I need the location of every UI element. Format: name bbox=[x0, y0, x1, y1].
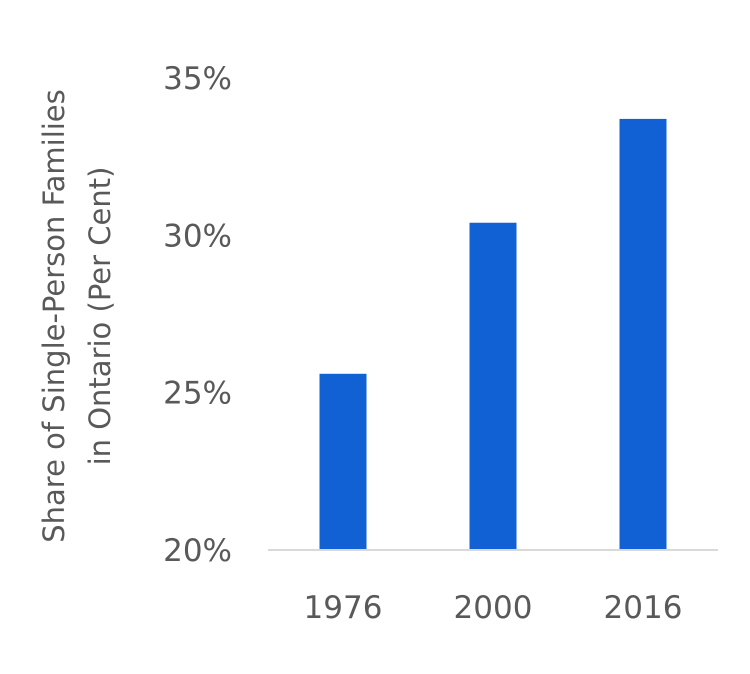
x-tick-label: 1976 bbox=[304, 590, 383, 626]
bars-group bbox=[319, 118, 667, 550]
bar-2016 bbox=[619, 118, 667, 550]
y-tick-label: 35% bbox=[163, 61, 232, 97]
x-tick-label: 2000 bbox=[454, 590, 533, 626]
x-tick-label: 2016 bbox=[604, 590, 683, 626]
bar-1976 bbox=[319, 373, 367, 550]
y-tick-label: 20% bbox=[163, 533, 232, 569]
y-axis-title-line-1: Share of Single-Person Families bbox=[37, 89, 71, 543]
y-axis-title-line-2: in Ontario (Per Cent) bbox=[83, 167, 117, 466]
x-tick-labels: 1976 2000 2016 bbox=[304, 590, 683, 626]
y-tick-label: 30% bbox=[163, 218, 232, 254]
bar-2000 bbox=[469, 222, 517, 550]
y-tick-labels: 20% 25% 30% 35% bbox=[163, 61, 232, 569]
y-tick-label: 25% bbox=[163, 376, 232, 412]
